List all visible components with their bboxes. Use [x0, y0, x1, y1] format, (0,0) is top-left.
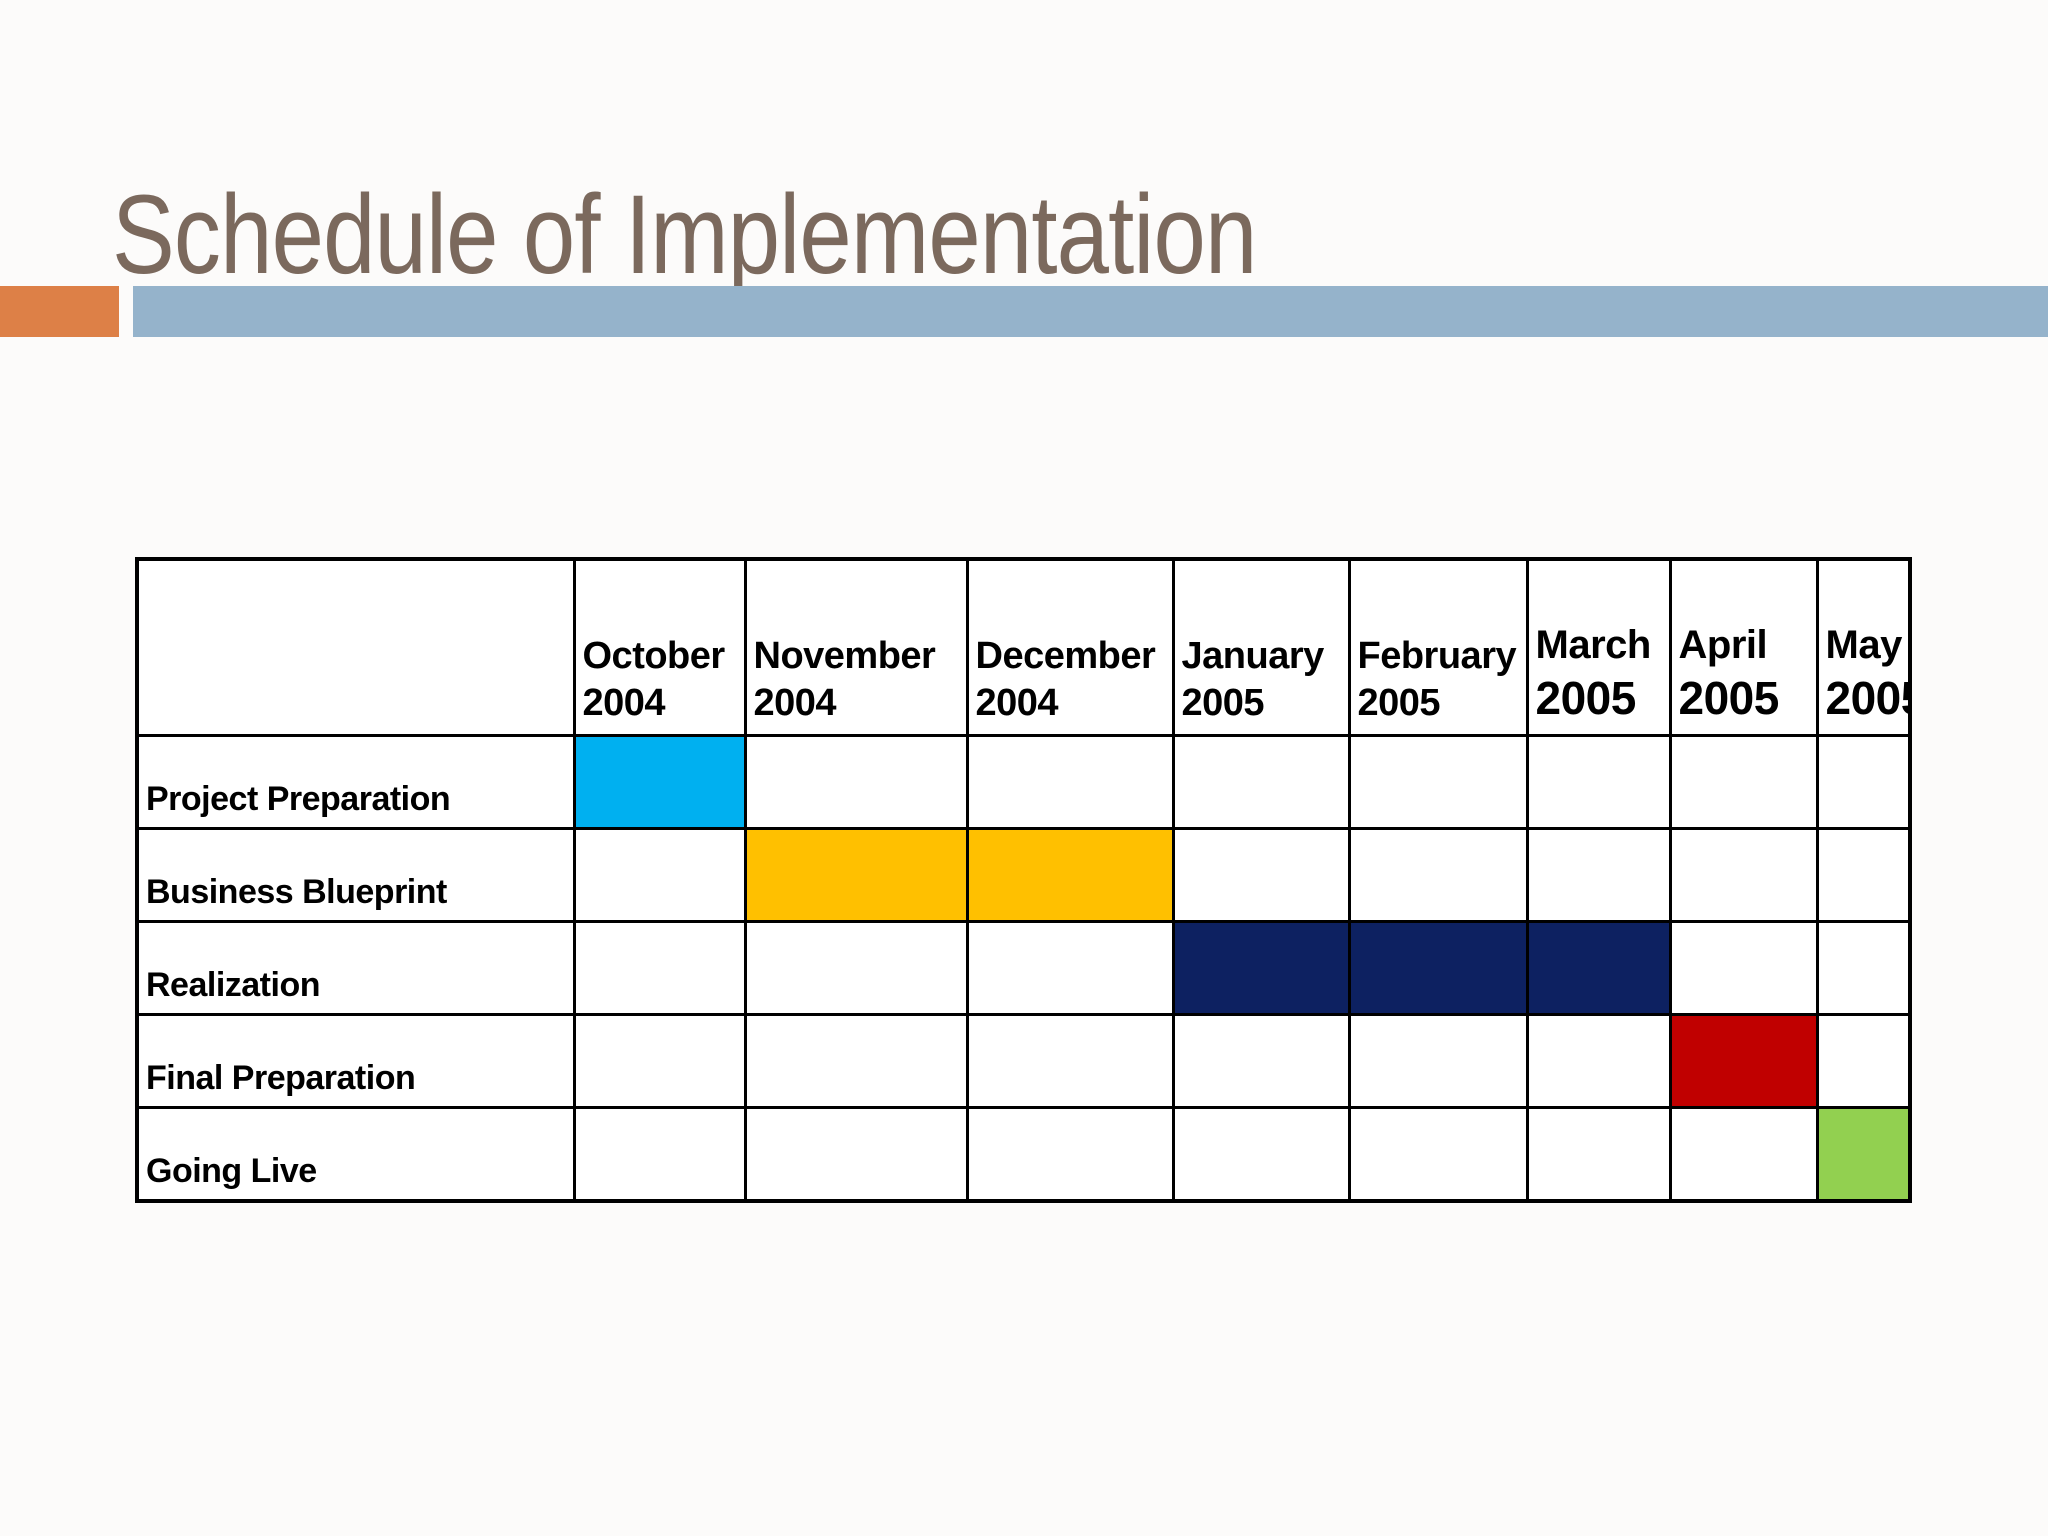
table-row-going-live: Going Live	[135, 1106, 1912, 1202]
gantt-cell	[572, 1106, 747, 1202]
table-row-project-preparation: Project Preparation	[135, 734, 1912, 830]
column-header-december-2004: December 2004	[965, 557, 1175, 737]
column-header-november-2004: November 2004	[743, 557, 969, 737]
gantt-cell	[1668, 1106, 1819, 1202]
accent-bar-orange	[0, 286, 119, 337]
table-row-final-preparation: Final Preparation	[135, 1013, 1912, 1109]
column-header-january-2005: January 2005	[1171, 557, 1351, 737]
gantt-cell	[572, 920, 747, 1016]
gantt-cell	[1171, 1013, 1351, 1109]
gantt-cell	[1347, 1013, 1529, 1109]
gantt-cell	[1347, 920, 1529, 1016]
gantt-cell	[1171, 1106, 1351, 1202]
gantt-cell	[965, 920, 1175, 1016]
gantt-cell	[1815, 827, 1912, 923]
column-header-march-2005: March 2005	[1525, 557, 1672, 737]
row-label-final-preparation: Final Preparation	[135, 1013, 576, 1109]
column-header-february-2005: February 2005	[1347, 557, 1529, 737]
gantt-cell	[572, 734, 747, 830]
gantt-cell	[1347, 734, 1529, 830]
gantt-cell	[1525, 1013, 1672, 1109]
column-header-october-2004: October 2004	[572, 557, 747, 737]
row-label-business-blueprint: Business Blueprint	[135, 827, 576, 923]
gantt-cell	[572, 1013, 747, 1109]
slide-title: Schedule of Implementation	[112, 172, 1257, 298]
gantt-cell	[1171, 920, 1351, 1016]
row-label-realization: Realization	[135, 920, 576, 1016]
column-header-may-2005: May 2005	[1815, 557, 1912, 737]
schedule-table: October 2004 November 2004 December 2004…	[135, 557, 1912, 1203]
table-row-realization: Realization	[135, 920, 1912, 1016]
gantt-cell	[1815, 734, 1912, 830]
gantt-cell	[743, 1106, 969, 1202]
gantt-cell	[965, 734, 1175, 830]
gantt-cell	[1525, 920, 1672, 1016]
gantt-cell	[743, 1013, 969, 1109]
gantt-cell	[1525, 827, 1672, 923]
column-header-april-2005: April 2005	[1668, 557, 1819, 737]
gantt-cell	[743, 734, 969, 830]
gantt-cell	[1815, 920, 1912, 1016]
gantt-cell	[1815, 1106, 1912, 1202]
gantt-cell	[1525, 1106, 1672, 1202]
gantt-cell	[1668, 1013, 1819, 1109]
gantt-cell	[743, 827, 969, 923]
gantt-cell	[1668, 920, 1819, 1016]
gantt-cell	[1171, 827, 1351, 923]
gantt-cell	[1525, 734, 1672, 830]
gantt-cell	[1815, 1013, 1912, 1109]
gantt-cell	[572, 827, 747, 923]
header-row: October 2004 November 2004 December 2004…	[135, 557, 1912, 737]
table-row-business-blueprint: Business Blueprint	[135, 827, 1912, 923]
gantt-cell	[1668, 734, 1819, 830]
gantt-cell	[965, 827, 1175, 923]
row-label-going-live: Going Live	[135, 1106, 576, 1202]
gantt-cell	[743, 920, 969, 1016]
gantt-cell	[1347, 1106, 1529, 1202]
gantt-cell	[1668, 827, 1819, 923]
row-label-project-preparation: Project Preparation	[135, 734, 576, 830]
corner-cell	[135, 557, 576, 737]
gantt-cell	[965, 1013, 1175, 1109]
gantt-cell	[1171, 734, 1351, 830]
gantt-cell	[965, 1106, 1175, 1202]
gantt-cell	[1347, 827, 1529, 923]
accent-bar-blue	[133, 286, 2048, 337]
